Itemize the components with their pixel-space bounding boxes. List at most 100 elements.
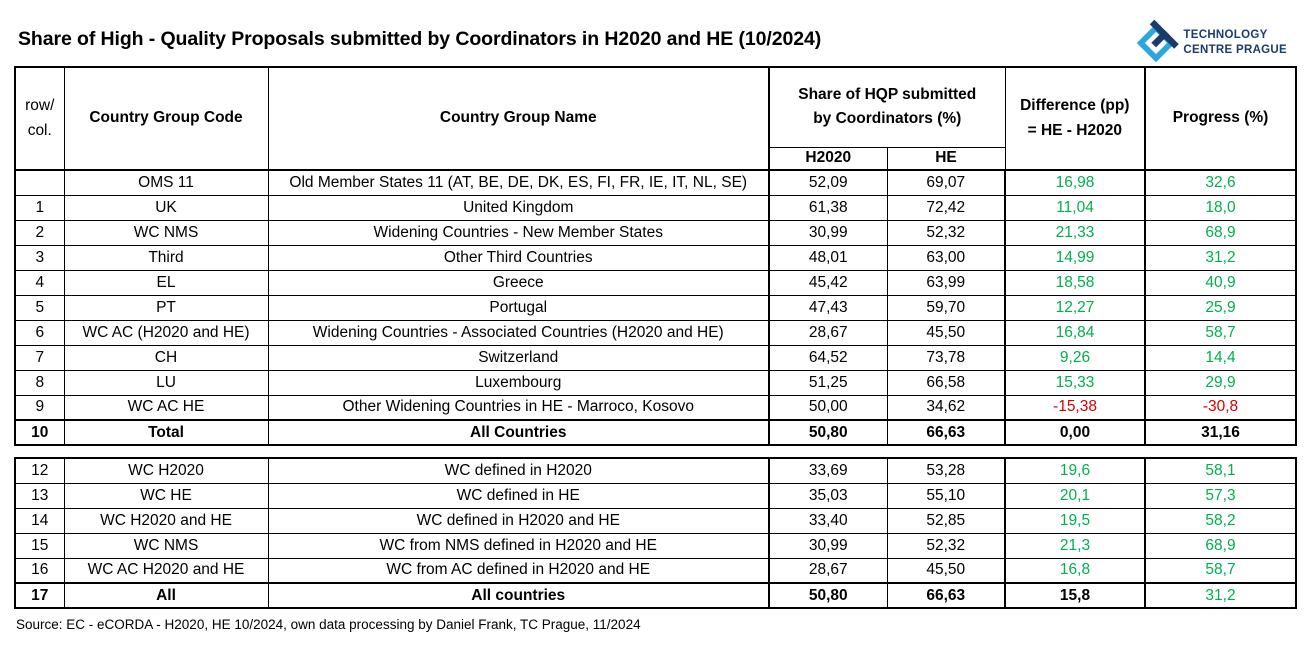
cell-row-number: 10 [14,419,65,446]
table-row: 12 WC H2020 WC defined in H2020 33,69 53… [14,457,1297,484]
col-header-country-group-code: Country Group Code [63,66,269,171]
table-row: 15 WC NMS WC from NMS defined in H2020 a… [14,532,1297,559]
cell-group-code: PT [63,294,269,321]
cell-group-code: OMS 11 [63,169,269,196]
cell-group-code: WC AC H2020 and HE [63,557,269,584]
col-header-share-hqp: Share of HQP submitted by Coordinators (… [767,66,1006,148]
table-row: 5 PT Portugal 47,43 59,70 12,27 25,9 [14,294,1297,321]
cell-he: 53,28 [886,457,1006,484]
cell-progress: 58,7 [1144,319,1297,346]
cell-group-name: Widening Countries - New Member States [267,219,770,246]
cell-difference: 20,1 [1004,482,1146,509]
logo: TECHNOLOGY CENTRE PRAGUE [1133,20,1287,66]
cell-row-number: 7 [14,344,65,371]
cell-h2020: 28,67 [768,557,888,584]
cell-group-code: WC HE [63,482,269,509]
cell-difference: 9,26 [1004,344,1146,371]
cell-progress: 57,3 [1144,482,1297,509]
table-header: row/ col. Country Group Code Country Gro… [14,66,1297,171]
cell-progress: -30,8 [1144,394,1297,421]
cell-progress: 68,9 [1144,219,1297,246]
cell-group-name: United Kingdom [267,194,770,221]
col-header-progress: Progress (%) [1144,66,1297,171]
cell-group-name: Old Member States 11 (AT, BE, DE, DK, ES… [267,169,770,196]
table-row: 2 WC NMS Widening Countries - New Member… [14,219,1297,246]
cell-progress: 18,0 [1144,194,1297,221]
cell-row-number: 5 [14,294,65,321]
cell-row-number [14,169,65,196]
cell-row-number: 4 [14,269,65,296]
cell-progress: 25,9 [1144,294,1297,321]
cell-group-code: WC AC HE [63,394,269,421]
cell-difference: 12,27 [1004,294,1146,321]
table-row: OMS 11 Old Member States 11 (AT, BE, DE,… [14,169,1297,196]
cell-h2020: 61,38 [768,194,888,221]
cell-group-name: Luxembourg [267,369,770,396]
table-row: 7 CH Switzerland 64,52 73,78 9,26 14,4 [14,344,1297,371]
cell-he: 52,32 [886,219,1006,246]
cell-he: 66,63 [886,582,1006,609]
cell-row-number: 3 [14,244,65,271]
cell-row-number: 17 [14,582,65,609]
cell-group-code: WC H2020 and HE [63,507,269,534]
cell-group-code: UK [63,194,269,221]
col-header-he: HE [886,146,1006,171]
cell-he: 45,50 [886,557,1006,584]
cell-he: 52,85 [886,507,1006,534]
cell-progress: 58,7 [1144,557,1297,584]
cell-difference: 19,6 [1004,457,1146,484]
cell-group-code: EL [63,269,269,296]
summary-table: 12 WC H2020 WC defined in H2020 33,69 53… [14,457,1297,609]
cell-progress: 58,2 [1144,507,1297,534]
cell-difference: 16,8 [1004,557,1146,584]
cell-row-number: 13 [14,482,65,509]
cell-group-name: Switzerland [267,344,770,371]
logo-line-2: CENTRE PRAGUE [1183,44,1287,56]
main-table: row/ col. Country Group Code Country Gro… [14,66,1298,446]
col-header-difference: Difference (pp) = HE - H2020 [1004,66,1146,171]
logo-line-1: TECHNOLOGY [1183,29,1268,42]
table-row: 3 Third Other Third Countries 48,01 63,0… [14,244,1297,271]
cell-he: 73,78 [886,344,1006,371]
cell-h2020: 50,80 [768,582,888,609]
cell-row-number: 9 [14,394,65,421]
cell-difference: 14,99 [1004,244,1146,271]
cell-he: 34,62 [886,394,1006,421]
cell-difference: 21,3 [1004,532,1146,559]
cell-difference: 15,8 [1004,582,1146,609]
table-row: 13 WC HE WC defined in HE 35,03 55,10 20… [14,482,1297,509]
cell-h2020: 52,09 [768,169,888,196]
col-header-h2020: H2020 [768,146,888,171]
cell-h2020: 50,00 [768,394,888,421]
cell-row-number: 2 [14,219,65,246]
cell-difference: 16,98 [1004,169,1146,196]
cell-group-name: Other Widening Countries in HE - Marroco… [267,394,770,421]
cell-progress: 29,9 [1144,369,1297,396]
cell-progress: 31,2 [1144,582,1297,609]
page-title: Share of High - Quality Proposals submit… [18,28,822,50]
cell-h2020: 33,69 [768,457,888,484]
cell-h2020: 33,40 [768,507,888,534]
cell-progress: 58,1 [1144,457,1297,484]
cell-he: 66,63 [886,419,1006,446]
cell-he: 63,00 [886,244,1006,271]
cell-group-code: Third [63,244,269,271]
col-header-row-col: row/ col. [14,66,65,171]
source-note: Source: EC - eCORDA - H2020, HE 10/2024,… [16,617,641,632]
cell-group-name: Other Third Countries [267,244,770,271]
cell-progress: 31,16 [1144,419,1297,446]
cell-group-name: WC from AC defined in H2020 and HE [267,557,770,584]
cell-group-name: All countries [267,582,770,609]
cell-group-code: WC NMS [63,532,269,559]
cell-h2020: 51,25 [768,369,888,396]
cell-row-number: 8 [14,369,65,396]
cell-difference: 19,5 [1004,507,1146,534]
cell-progress: 32,6 [1144,169,1297,196]
cell-group-code: LU [63,369,269,396]
cell-progress: 14,4 [1144,344,1297,371]
cell-difference: 16,84 [1004,319,1146,346]
cell-difference: 11,04 [1004,194,1146,221]
cell-group-name: WC defined in H2020 [267,457,770,484]
table-row: 16 WC AC H2020 and HE WC from AC defined… [14,557,1297,584]
cell-group-code: All [63,582,269,609]
